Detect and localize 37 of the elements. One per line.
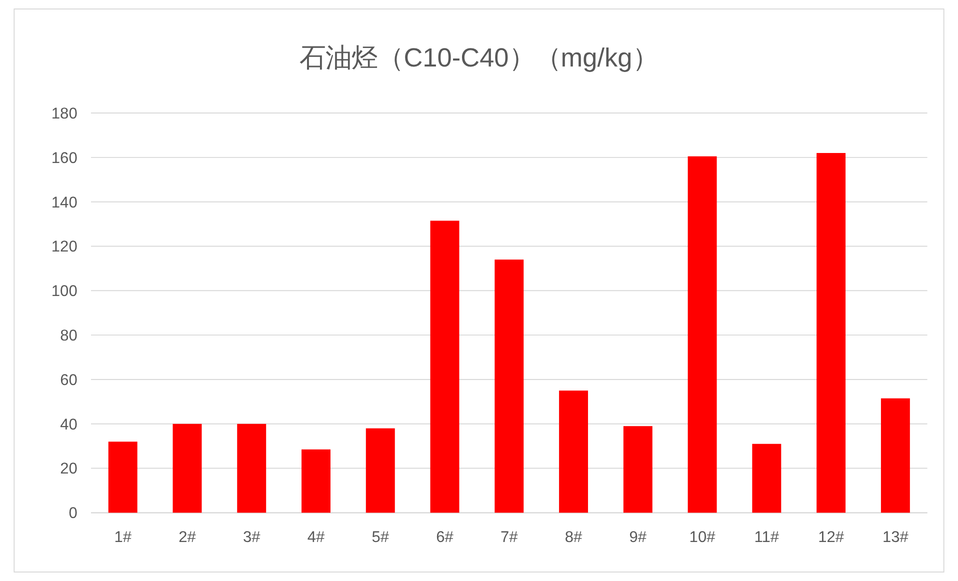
y-tick-label: 0 bbox=[68, 505, 78, 522]
bar bbox=[752, 444, 782, 513]
y-tick-label: 160 bbox=[51, 150, 78, 167]
y-tick-label: 140 bbox=[51, 194, 78, 212]
chart-title: 石油烃（C10-C40）（mg/kg） bbox=[300, 42, 658, 72]
x-tick-label: 13# bbox=[882, 528, 909, 546]
x-tick-label: 1# bbox=[114, 528, 132, 546]
bar bbox=[430, 220, 460, 513]
x-tick-label: 10# bbox=[689, 528, 716, 546]
x-tick-label: 11# bbox=[754, 528, 780, 546]
bar bbox=[559, 390, 588, 513]
y-tick-label: 40 bbox=[60, 416, 78, 434]
y-tick-label: 60 bbox=[60, 372, 78, 389]
x-tick-label: 3# bbox=[242, 528, 261, 546]
bar bbox=[366, 428, 395, 513]
y-tick-label: 100 bbox=[51, 283, 78, 300]
bar bbox=[108, 442, 138, 513]
x-tick-label: 2# bbox=[178, 528, 196, 546]
bar bbox=[688, 156, 717, 513]
x-tick-label: 6# bbox=[436, 528, 454, 546]
x-tick-label: 9# bbox=[629, 528, 647, 546]
bar bbox=[623, 426, 652, 513]
y-tick-label: 80 bbox=[60, 328, 78, 345]
y-tick-label: 180 bbox=[51, 105, 78, 122]
bar bbox=[302, 449, 330, 513]
bar bbox=[880, 398, 910, 513]
y-tick-label: 120 bbox=[51, 238, 78, 256]
x-tick-label: 12# bbox=[818, 528, 844, 546]
x-tick-label: 7# bbox=[500, 528, 518, 546]
bar bbox=[172, 424, 202, 513]
x-tick-label: 4# bbox=[307, 528, 325, 546]
x-tick-label: 5# bbox=[372, 528, 390, 546]
x-tick-label: 8# bbox=[564, 528, 583, 546]
y-tick-label: 20 bbox=[60, 460, 78, 478]
bar bbox=[816, 152, 846, 513]
bar bbox=[237, 424, 266, 513]
bar bbox=[494, 260, 524, 513]
